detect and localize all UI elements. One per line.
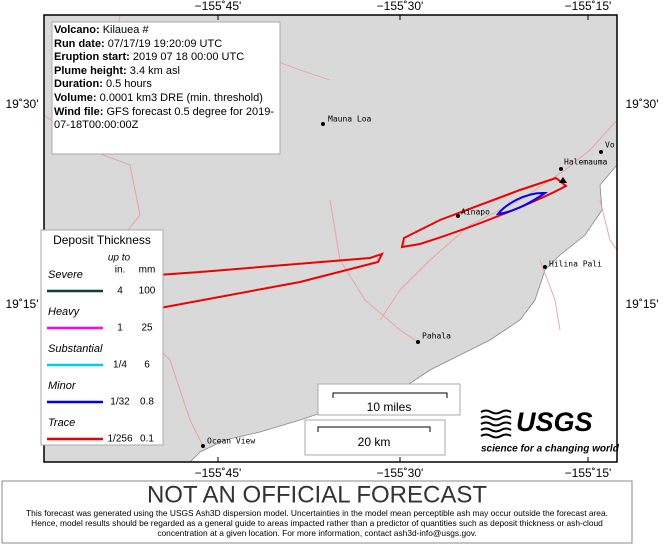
info-line: Run date: 07/17/19 19:20:09 UTC [54,38,276,52]
place-label: Mauna Loa [328,115,372,124]
place-label: Vo [605,141,615,150]
longitude-label: −155˚30' [377,0,424,13]
footer-text: This forecast was generated using the US… [26,508,608,518]
scale-bar [332,392,448,398]
info-value: 2019 07 18 00:00 UTC [132,51,245,64]
legend-label: Trace [48,417,75,429]
scale-box [317,383,461,416]
longitude-label: −155˚30' [377,466,424,480]
place-label: Ocean View [207,437,255,446]
ocean [189,163,618,463]
info-line: Plume height: 3.4 km asl [54,65,276,79]
info-line: Volcano: Kilauea # [54,24,276,38]
latitude-label: 19˚30' [626,97,659,111]
scale-box [304,419,446,456]
footer-text: Hence, model results should be regarded … [31,518,603,528]
legend-in: 1/32 [110,397,130,408]
info-line: Duration: 0.5 hours [54,78,276,92]
logo-waves [480,409,512,439]
info-value: 3.4 km asl [129,64,180,77]
scale-label: 10 miles [367,400,412,414]
legend-in: 1/256 [107,434,132,445]
legend-label: Substantial [48,343,103,355]
longitude-label: −155˚15' [565,466,612,480]
place-marker [321,122,325,126]
scale-label: 20 km [358,435,391,449]
place-label: Halemauma [564,158,608,167]
legend-up-to: up to [108,253,131,264]
legend-title: Deposit Thickness [53,233,151,247]
logo-name: USGS [516,407,593,437]
info-value: GFS forecast 0.5 degree for 2019-07-18T0… [54,105,275,132]
info-value: Kilauea # [102,24,149,36]
info-label: Duration: [54,78,103,91]
legend-mm: 25 [141,323,153,334]
info-line: Wind file: GFS forecast 0.5 degree for 2… [54,106,276,133]
place-marker [559,167,563,171]
info-label: Eruption start: [54,51,130,64]
volcano-marker [559,177,567,183]
latitude-label: 19˚30' [6,97,39,111]
info-label: Run date: [54,37,105,50]
place-label: Pahala [422,332,451,341]
info-label: Volcano: [54,24,100,36]
scale-bar [317,426,431,432]
info-label: Wind file: [54,105,104,118]
longitude-label: −155˚15' [565,0,612,13]
place-label: Ainapo [461,208,490,217]
longitude-label: −155˚45' [195,466,242,480]
footer-title: NOT AN OFFICIAL FORECAST [147,481,487,508]
legend-label: Severe [48,269,83,281]
footer-box [1,480,633,544]
place-marker [416,340,420,344]
legend-box [40,229,164,446]
legend-in: 1 [117,323,123,334]
legend-in: 1/4 [113,360,127,371]
latitude-label: 19˚15' [6,297,39,311]
latitude-label: 19˚15' [626,297,659,311]
legend-label: Heavy [48,306,81,318]
legend-mm: mm [139,265,156,276]
legend-mm: 6 [144,360,150,371]
info-line: Eruption start: 2019 07 18 00:00 UTC [54,51,276,65]
place-label: Hilina Pali [549,260,602,269]
trace-contour [400,176,568,249]
trace-contour [43,252,384,313]
minor-contour [495,191,548,216]
info-panel: Volcano: Kilauea # Run date: 07/17/19 19:… [54,24,276,133]
info-value: 0.5 hours [105,78,152,91]
legend-mm: 0.8 [140,397,154,408]
info-line: Volume: 0.0001 km3 DRE (min. threshold) [54,92,276,106]
info-value: 07/17/19 19:20:09 UTC [107,37,223,50]
footer-text: concentration at a given location. For m… [157,528,476,538]
place-marker [543,265,547,269]
place-marker [599,150,603,154]
place-marker [201,444,205,448]
longitude-label: −155˚45' [195,0,242,13]
info-label: Volume: [54,91,97,104]
legend-mm: 0.1 [140,434,154,445]
legend-in: in. [115,265,126,276]
legend-in: 4 [117,286,123,297]
legend-mm: 100 [139,286,156,297]
info-label: Plume height: [54,64,127,77]
info-value: 0.0001 km3 DRE (min. threshold) [99,91,263,104]
logo-tagline: science for a changing world [481,444,620,455]
legend-label: Minor [48,380,77,392]
place-marker [456,214,460,218]
info-box [51,21,281,155]
